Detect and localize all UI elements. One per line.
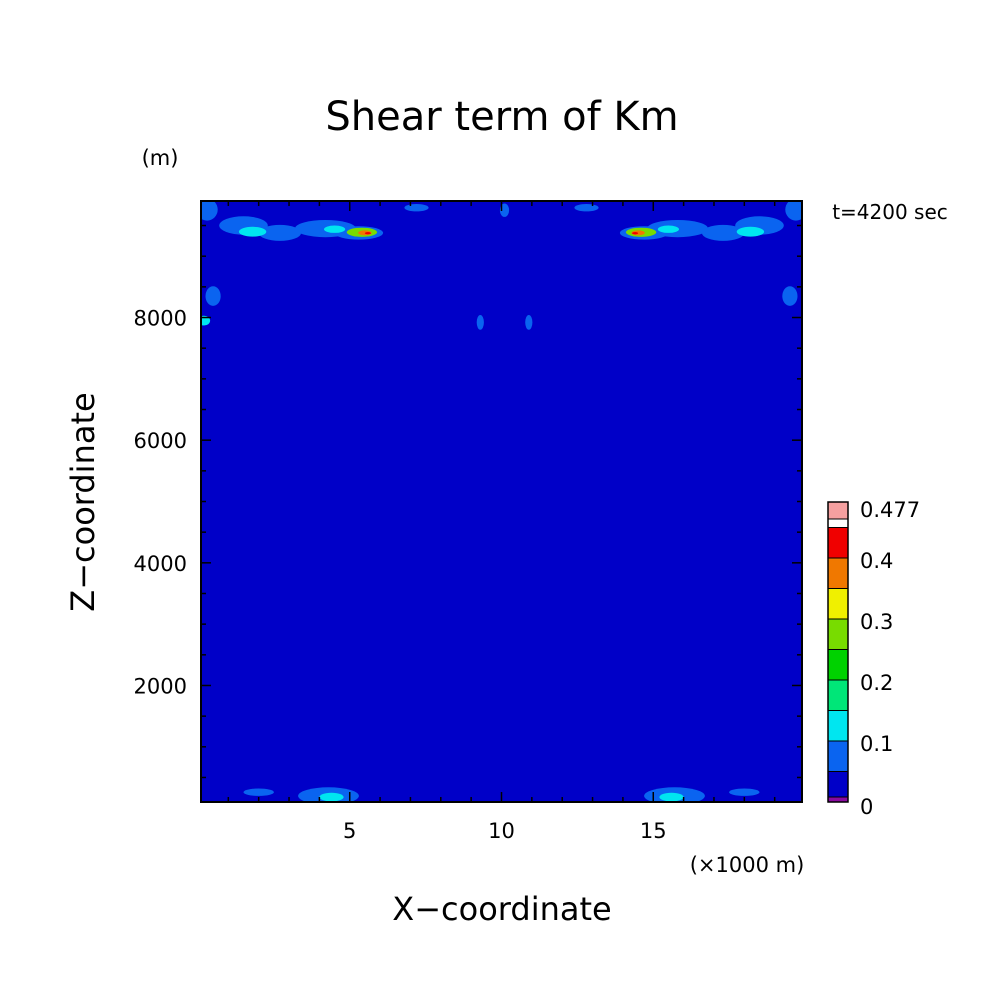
contour-patch [201, 201, 218, 221]
contour-patch [632, 232, 639, 235]
y-unit-label: (m) [142, 146, 179, 170]
contour-patch [476, 315, 484, 330]
contour-patch [785, 201, 802, 221]
contour-patch [364, 232, 371, 235]
colorbar-label: 0.3 [860, 610, 893, 634]
contour-patch [319, 792, 344, 802]
x-axis-label: X−coordinate [392, 890, 611, 928]
contour-patch [501, 396, 511, 404]
colorbar: 0 0.1 0.2 0.3 0.4 0.477 [827, 498, 920, 819]
colorbar-bin [827, 679, 849, 711]
contour-patch [238, 226, 267, 237]
colorbar-bin [827, 557, 849, 589]
x-unit-label: (×1000 m) [690, 853, 805, 877]
contour-patch [701, 224, 745, 241]
contour-patch [659, 792, 684, 802]
contour-patch [243, 788, 274, 796]
contour-patch [574, 204, 599, 212]
contour-patch [657, 225, 680, 233]
colorbar-bin [827, 649, 849, 681]
colorbar-label: 0.2 [860, 671, 893, 695]
contour-patch [404, 204, 429, 212]
contour-patch [503, 440, 509, 446]
contour-patch [258, 224, 302, 241]
y-axis-label: Z−coordinate [64, 392, 102, 611]
colorbar-label: 0.477 [860, 498, 920, 522]
colorbar-label: 0.4 [860, 549, 893, 573]
plot-area: 5 10 15 2000 4000 6000 8000 [134, 200, 803, 843]
contour-patch [525, 315, 533, 330]
contour-patch [544, 319, 563, 322]
colorbar-label: 0.1 [860, 732, 893, 756]
contour-patch [324, 225, 346, 233]
colorbar-bin [827, 501, 849, 520]
y-tick-label: 2000 [134, 674, 187, 698]
x-tick-label: 15 [640, 819, 667, 843]
contour-patch [492, 502, 517, 525]
colorbar-label: 0 [860, 795, 873, 819]
x-tick-label: 5 [343, 819, 356, 843]
contour-patch [736, 226, 765, 237]
y-tick-label: 4000 [134, 552, 187, 576]
colorbar-bin [827, 618, 849, 650]
time-label: t=4200 sec [832, 200, 948, 224]
contour-patch [782, 286, 798, 306]
colorbar-bin [827, 740, 849, 772]
contour-features [201, 201, 802, 802]
colorbar-bin [827, 710, 849, 742]
y-tick-label: 6000 [134, 429, 187, 453]
chart-title: Shear term of Km [325, 94, 678, 140]
axis-ticks: 5 10 15 2000 4000 6000 8000 [134, 201, 802, 843]
contour-patch [496, 620, 513, 624]
colorbar-bin [827, 527, 849, 559]
contour-patch [446, 319, 466, 322]
y-tick-label: 8000 [134, 307, 187, 331]
colorbar-frame [827, 501, 849, 803]
contour-patch [729, 788, 760, 796]
contour-patch [205, 286, 221, 306]
x-tick-label: 10 [488, 819, 515, 843]
plot-background [201, 201, 802, 802]
colorbar-bin [827, 588, 849, 620]
